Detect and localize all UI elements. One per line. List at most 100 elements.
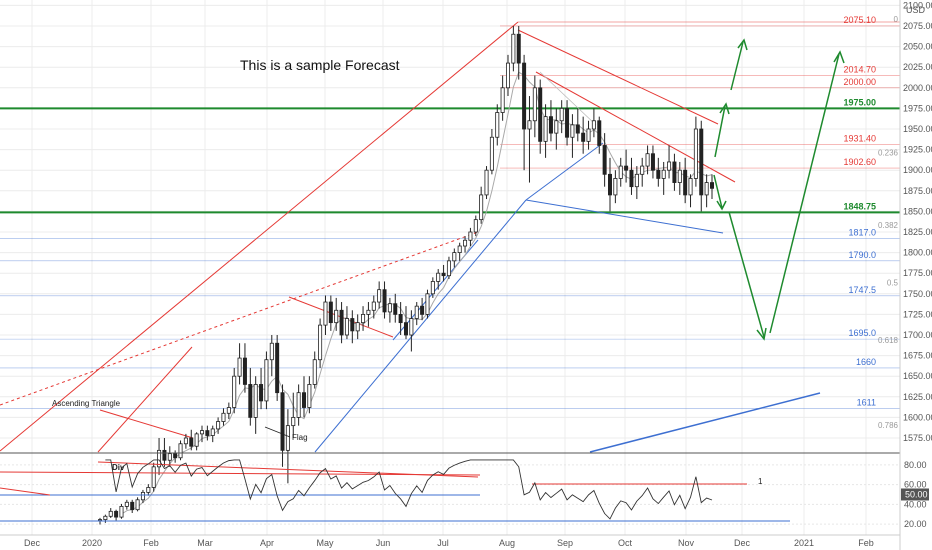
- arrow-down-long: [728, 211, 765, 338]
- level-label: 2000.00: [843, 77, 876, 87]
- candle-body: [693, 128, 698, 179]
- arrow-head: [716, 200, 727, 211]
- time-axis[interactable]: Dec 2020 Feb Mar Apr May Jun Jul Aug Sep Oct Nov Dec…: [0, 534, 900, 548]
- candle-body: [500, 87, 505, 113]
- candle-body: [597, 120, 602, 146]
- rsi-tick-label: 20.00: [904, 519, 927, 529]
- y-tick-label: 1925.00: [903, 145, 932, 155]
- level-label: 1747.5: [848, 285, 876, 295]
- candle-body: [613, 178, 618, 196]
- fib-label: 0.5: [887, 279, 899, 288]
- y-tick-label: 2100.00: [903, 0, 932, 10]
- candle-body: [484, 169, 489, 196]
- level-label: 2075.10: [843, 15, 876, 25]
- candle-body: [307, 384, 312, 408]
- candle-body: [398, 313, 403, 324]
- arrow-down-small: [713, 174, 723, 209]
- candle-body: [452, 252, 457, 262]
- candle-body: [232, 375, 237, 408]
- level-label: 1931.40: [843, 133, 876, 143]
- candle-body: [253, 384, 258, 418]
- rsi-badge-bg: [901, 488, 929, 501]
- candle-body: [108, 510, 113, 517]
- candle-body: [688, 178, 693, 196]
- candle-body: [377, 289, 382, 303]
- y-tick-label: 1575.00: [903, 433, 932, 443]
- rsi-tick-label: 80.00: [904, 460, 927, 470]
- x-tick-label: Sep: [557, 538, 573, 548]
- candle-body: [511, 33, 516, 64]
- candle-body: [457, 245, 462, 253]
- red-trendline-dashed: [0, 231, 479, 406]
- upper-descending-line: [517, 29, 719, 125]
- price-axis[interactable]: USD 2100.00 2075.00 2050.00 2025.00 2000.00 1…: [899, 0, 932, 550]
- candle-body: [543, 116, 548, 142]
- candle-body: [634, 173, 639, 188]
- candle-body: [672, 161, 677, 183]
- x-tick-label: Aug: [499, 538, 515, 548]
- div-label: Div: [112, 463, 125, 472]
- candle-body: [661, 169, 666, 179]
- flag-pointer: [264, 426, 291, 438]
- arrow-head: [833, 50, 845, 64]
- y-tick-label: 1650.00: [903, 371, 932, 381]
- candle-body: [226, 407, 231, 414]
- y-tick-label: 1850.00: [903, 206, 932, 216]
- candle-body: [683, 169, 688, 196]
- candle-body: [522, 62, 527, 130]
- y-tick-label: 1625.00: [903, 392, 932, 402]
- x-tick-label: Mar: [197, 538, 213, 548]
- x-tick-label: Jun: [376, 538, 391, 548]
- candle-body: [119, 505, 124, 518]
- red-trendline-major: [0, 21, 519, 452]
- candle-body: [280, 392, 285, 451]
- ascending-triangle-label: Ascending Triangle: [52, 399, 121, 408]
- arrow-up-long: [769, 53, 840, 334]
- x-tick-label: Dec: [24, 538, 41, 548]
- candle-body: [167, 453, 172, 461]
- y-tick-label: 1675.00: [903, 351, 932, 361]
- candle-body: [130, 501, 135, 511]
- y-tick-label: 2000.00: [903, 83, 932, 93]
- candle-body: [677, 169, 682, 183]
- x-tick-label: Feb: [143, 538, 159, 548]
- candle-body: [146, 487, 151, 493]
- rsi-div-line: [97, 461, 479, 478]
- candle-body: [656, 169, 661, 179]
- candle-body: [468, 231, 473, 241]
- ascending-triangle-top: [99, 409, 194, 439]
- candle-body: [403, 322, 408, 336]
- annotations: This is a sample Forecast Ascending Tria…: [52, 57, 400, 442]
- candle-body: [463, 239, 468, 247]
- candle-body: [575, 124, 580, 134]
- candle-body: [650, 153, 655, 171]
- fib-label: 0.382: [878, 221, 899, 230]
- blue-trendline-major: [314, 199, 527, 453]
- rsi-level-line: [0, 471, 481, 476]
- candle-body: [264, 359, 269, 402]
- candle-body: [248, 384, 253, 418]
- candle-body: [591, 120, 596, 130]
- candle-body: [216, 421, 221, 430]
- fib-label: 0.786: [878, 421, 899, 430]
- level-label: 2014.70: [843, 65, 876, 75]
- candle-body: [414, 305, 419, 319]
- rsi-badge: 50.00: [905, 489, 928, 499]
- candle-body: [355, 322, 360, 332]
- candle-body: [269, 342, 274, 361]
- candle-body: [532, 87, 537, 122]
- candle-body: [479, 194, 484, 221]
- x-tick-label: 2020: [82, 538, 102, 548]
- candle-body: [387, 303, 392, 313]
- x-tick-label: 2021: [794, 538, 814, 548]
- candle-body: [291, 416, 296, 427]
- candle-body: [199, 430, 204, 435]
- candle-body: [344, 318, 349, 336]
- level-label: 1695.0: [848, 328, 876, 338]
- y-tick-label: 1600.00: [903, 412, 932, 422]
- candle-body: [441, 272, 446, 277]
- blue-wedge-upper: [525, 142, 604, 201]
- currency-label: USD: [906, 5, 926, 15]
- rsi-line-red-left: [0, 487, 51, 496]
